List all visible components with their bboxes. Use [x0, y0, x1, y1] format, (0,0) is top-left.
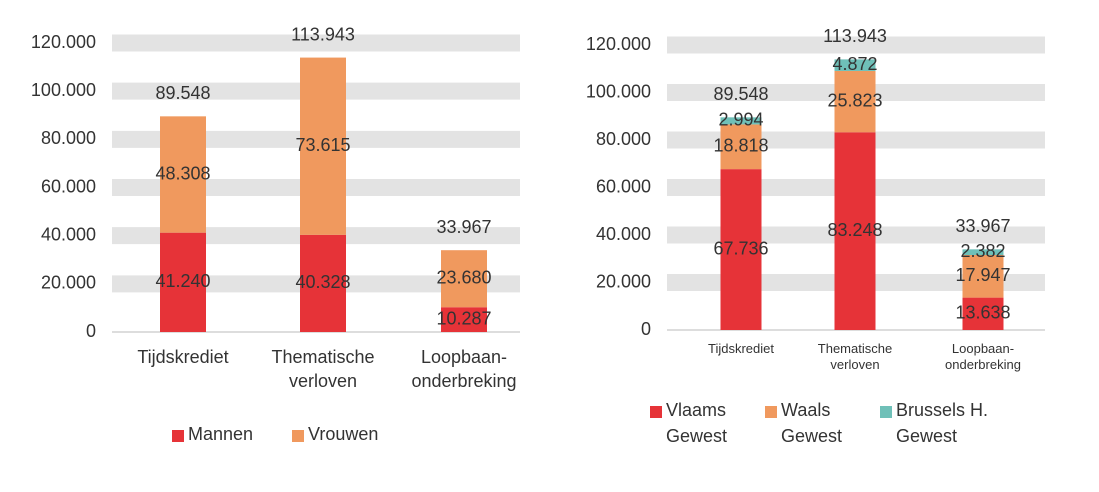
bar-segment [720, 117, 762, 125]
y-tick-label: 120.000 [586, 34, 651, 54]
x-tick-line: Loopbaan- [952, 341, 1014, 356]
bar-segment [441, 307, 487, 332]
legend-item: Mannen [172, 424, 292, 447]
x-tick-line: onderbreking [411, 371, 516, 391]
total-label: 89.548 [713, 84, 768, 104]
x-tick-line: Thematische [818, 341, 892, 356]
value-label: 40.328 [295, 272, 350, 292]
total-label: 33.967 [955, 216, 1010, 236]
y-tick-label: 100.000 [31, 80, 96, 100]
legend-swatch [172, 430, 184, 442]
bar-segment [962, 297, 1004, 330]
legend-item: Vlaams Gewest [650, 400, 765, 449]
legend-swatch [880, 406, 892, 418]
bar-segment [962, 249, 1004, 255]
bar-segment [160, 232, 206, 332]
x-tick-line: Tijdskrediet [137, 347, 228, 367]
y-tick-label: 120.000 [31, 32, 96, 52]
x-tick-label: Loopbaan-onderbreking [411, 347, 516, 391]
bar-segment [300, 234, 346, 332]
y-tick-label: 40.000 [41, 224, 96, 244]
legend-swatch [765, 406, 777, 418]
y-tick-label: 0 [641, 319, 651, 339]
x-tick-line: onderbreking [945, 357, 1021, 372]
x-tick-label: Loopbaan-onderbreking [945, 341, 1021, 372]
value-label: 83.248 [827, 220, 882, 240]
value-label: 25.823 [827, 90, 882, 110]
value-label: 13.638 [955, 303, 1010, 323]
bar-segment [834, 132, 876, 330]
legend-swatch [292, 430, 304, 442]
legend-label: Vlaams Gewest [666, 400, 728, 446]
x-tick-label: Tijdskrediet [708, 341, 774, 356]
legend-label: Vrouwen [308, 424, 379, 444]
value-label: 23.680 [436, 267, 491, 287]
legend-label: Mannen [188, 424, 254, 444]
total-label: 89.548 [155, 83, 210, 103]
x-tick-line: Tijdskrediet [708, 341, 774, 356]
legend-item: Vrouwen [292, 424, 412, 447]
value-label: 17.947 [955, 265, 1010, 285]
bar-segment [962, 254, 1004, 298]
y-tick-label: 100.000 [586, 81, 651, 101]
y-tick-label: 20.000 [596, 271, 651, 291]
x-tick-label: Thematische verloven [818, 341, 892, 372]
y-tick-label: 80.000 [41, 128, 96, 148]
y-tick-label: 20.000 [41, 273, 96, 293]
legend: Vlaams Gewest Waals Gewest Brussels H. Gew… [650, 400, 995, 449]
value-label: 10.287 [436, 308, 491, 328]
y-tick-label: 0 [86, 321, 96, 341]
bar-segment [160, 116, 206, 233]
legend-item: Waals Gewest [765, 400, 880, 449]
total-label: 113.943 [823, 26, 887, 46]
x-tick-line: Thematische [271, 347, 374, 367]
y-tick-label: 60.000 [41, 176, 96, 196]
bar-segment [834, 59, 876, 71]
x-tick-line: Loopbaan- [421, 347, 507, 367]
legend-item: Brussels H. Gewest [880, 400, 995, 449]
y-tick-label: 80.000 [596, 129, 651, 149]
value-label: 18.818 [713, 136, 768, 156]
x-tick-label: Thematische verloven [271, 347, 374, 391]
x-tick-line: verloven [289, 371, 357, 391]
x-tick-label: Tijdskrediet [137, 347, 228, 367]
value-label: 48.308 [155, 163, 210, 183]
y-tick-label: 40.000 [596, 224, 651, 244]
bar-segment [441, 250, 487, 308]
value-label: 73.615 [295, 135, 350, 155]
value-label: 41.240 [155, 271, 210, 291]
bar-segment [300, 57, 346, 235]
bar-segment [834, 70, 876, 133]
legend-label: Waals Gewest [781, 400, 843, 446]
legend: Mannen Vrouwen [172, 424, 412, 447]
y-tick-label: 60.000 [596, 176, 651, 196]
legend-label: Brussels H. Gewest [896, 400, 989, 446]
value-label: 2.382 [960, 241, 1005, 261]
value-label: 4.872 [832, 54, 877, 74]
value-label: 67.736 [713, 238, 768, 258]
bar-segment [720, 124, 762, 170]
legend-swatch [650, 406, 662, 418]
value-label: 2.994 [718, 110, 763, 130]
bar-segment [720, 169, 762, 330]
total-label: 33.967 [436, 217, 491, 237]
x-tick-line: verloven [830, 357, 879, 372]
total-label: 113.943 [291, 24, 355, 44]
